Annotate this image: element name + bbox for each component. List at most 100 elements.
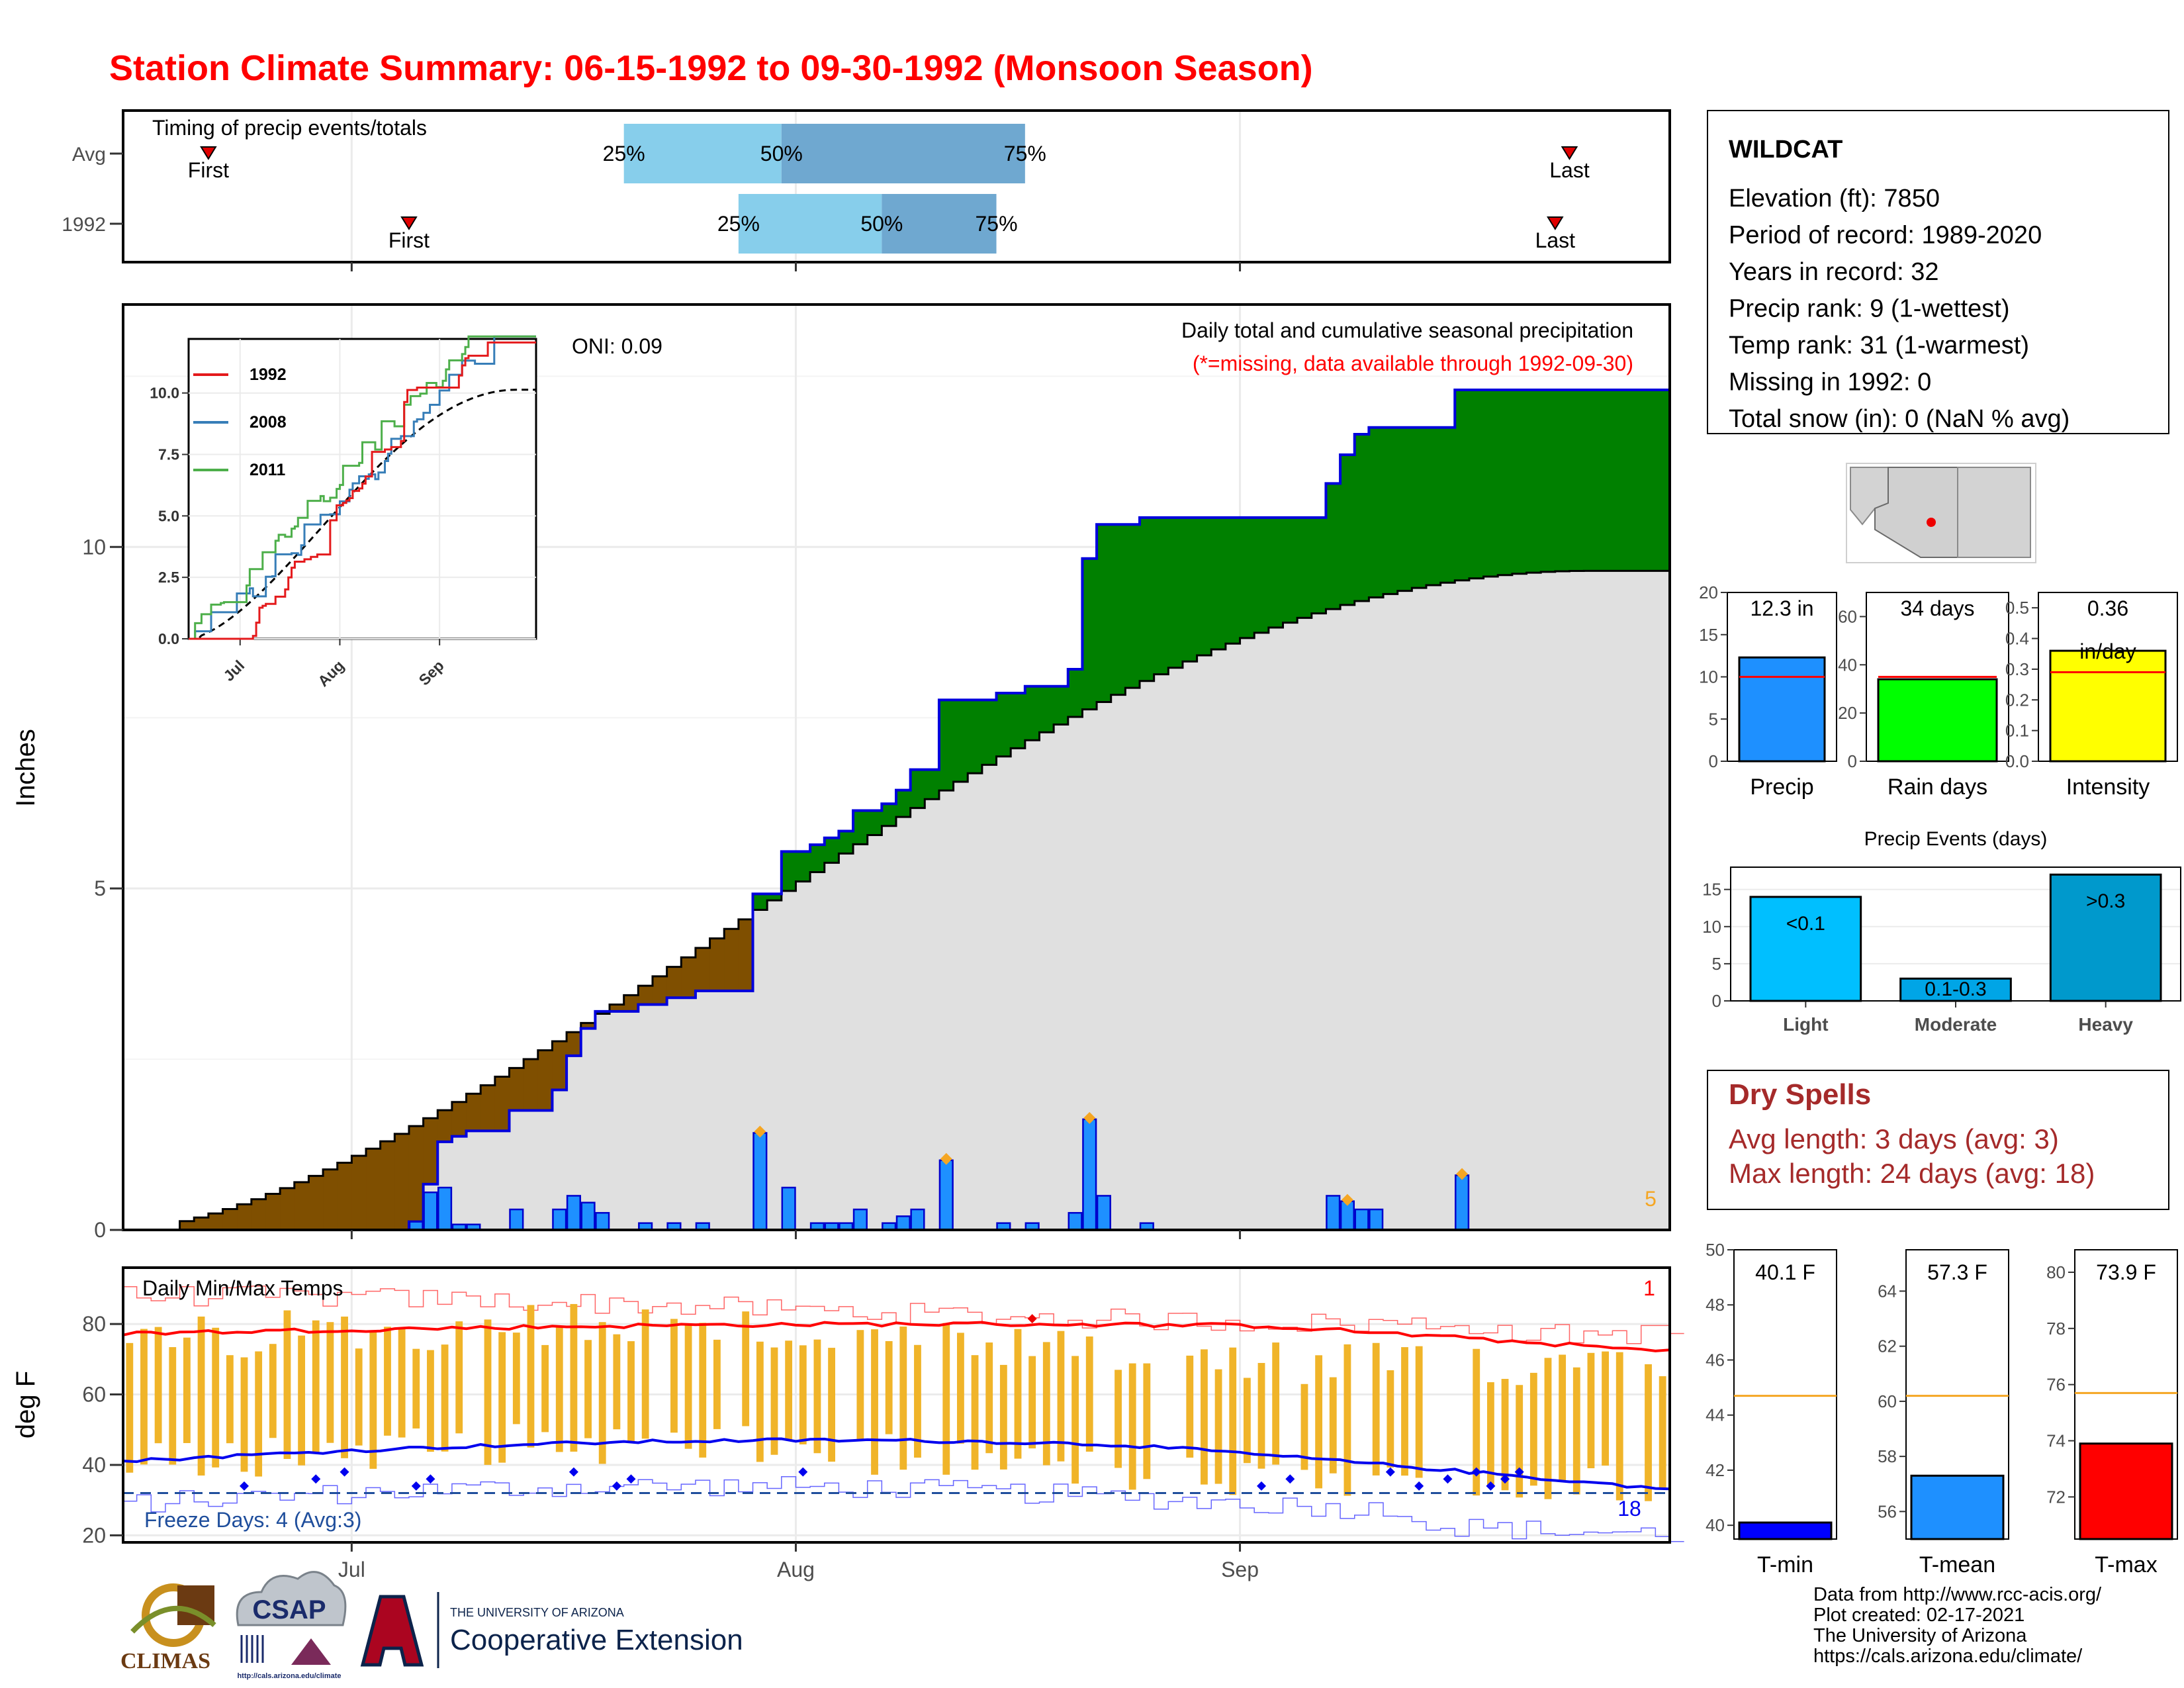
surplus-area (1397, 427, 1412, 591)
daily-temp-bar (799, 1345, 807, 1444)
daily-temp-bar (971, 1355, 979, 1470)
inset-y-tick: 5.0 (158, 507, 179, 524)
timing-row-label: Avg (72, 144, 106, 165)
temp-y-tick: 50 (1706, 1240, 1725, 1260)
surplus-area (1326, 483, 1341, 610)
daily-temp-bar (212, 1327, 220, 1468)
surplus-area (1512, 389, 1527, 574)
surplus-area (839, 831, 854, 854)
timing-bar-lower (738, 194, 882, 254)
daily-temp-bar (756, 1341, 764, 1462)
daily-precip-bar (1082, 1118, 1097, 1231)
station-info-line: Total snow (in): 0 (NaN % avg) (1729, 405, 2070, 433)
daily-precip-bar (552, 1208, 567, 1231)
timing-p75-label: 75% (976, 212, 1018, 236)
daily-temp-bar (326, 1322, 334, 1443)
deficit-area (580, 1023, 596, 1029)
events-bar-label: 0.1-0.3 (1925, 978, 1986, 1000)
oni-label: ONI: 0.09 (572, 334, 662, 358)
record-low-line (122, 1476, 1684, 1542)
record-low-marker (1443, 1474, 1453, 1484)
daily-temp-bar (770, 1347, 778, 1455)
surplus-area (767, 894, 782, 901)
y-tick-label: 0 (94, 1218, 106, 1242)
daily-temp-bar (512, 1333, 520, 1425)
mini-y-tick: 20 (1838, 703, 1857, 723)
daily-temp-bar (1544, 1358, 1552, 1499)
daily-temp-bar (455, 1321, 463, 1434)
station-info-line: Missing in 1992: 0 (1729, 369, 1931, 397)
daily-temp-bar (240, 1357, 248, 1472)
mini-y-tick: 20 (1699, 583, 1718, 602)
daily-temp-bar (484, 1319, 492, 1465)
daily-temp-bar (813, 1339, 821, 1454)
daily-temp-bar (713, 1339, 721, 1429)
deficit-area (265, 1194, 281, 1230)
daily-temp-bar (999, 1364, 1007, 1470)
daily-temp-bar (613, 1334, 621, 1430)
daily-precip-bar (1096, 1195, 1111, 1231)
daily-temp-bar (1602, 1351, 1609, 1466)
y-tick-label: 40 (82, 1453, 106, 1477)
average-cumulative-area (122, 571, 1670, 1230)
daily-temp-bar (498, 1332, 506, 1463)
credit-line: The University of Arizona (1813, 1625, 2027, 1646)
record-low-marker (1285, 1474, 1295, 1484)
temp-y-tick: 62 (1878, 1336, 1897, 1356)
events-category-label: Light (1783, 1014, 1828, 1035)
record-low-marker (1471, 1467, 1481, 1477)
temp-frame (1733, 1249, 1837, 1540)
temp-frame (122, 1266, 1671, 1544)
temp-value-label: 57.3 F (1927, 1260, 1987, 1284)
record-low-marker (612, 1481, 621, 1491)
ua-a-mark (360, 1595, 424, 1667)
station-info-line: Period of record: 1989-2020 (1729, 222, 2042, 250)
daily-temp-bar (584, 1340, 592, 1438)
surplus-area (1054, 686, 1069, 725)
daily-temp-bar (1057, 1331, 1065, 1462)
timing-last-marker (1561, 146, 1578, 160)
surplus-area (1612, 389, 1627, 571)
ua-big-text: Cooperative Extension (450, 1624, 743, 1656)
inset-y-tick: 0.0 (158, 630, 179, 647)
daily-temp-bar (1343, 1344, 1351, 1496)
daily-temp-bar (1473, 1348, 1480, 1496)
timing-row-label: 1992 (62, 214, 106, 236)
daily-precip-bar (566, 1195, 581, 1231)
daily-temp-bar (641, 1309, 649, 1439)
temp-chart-label: Daily Min/Max Temps (142, 1276, 343, 1300)
daily-temp-bar (1372, 1342, 1380, 1476)
record-high-count: 1 (1643, 1276, 1655, 1300)
daily-temp-bar (1587, 1352, 1595, 1469)
daily-temp-bar (197, 1316, 205, 1476)
daily-temp-bar (1115, 1370, 1122, 1468)
daily-temp-bar (871, 1329, 878, 1475)
daily-precip-bar (910, 1208, 925, 1231)
deficit-area (509, 1068, 524, 1111)
daily-temp-bar (255, 1351, 263, 1477)
dry-spells-box: Dry Spells Avg length: 3 days (avg: 3) Max… (1707, 1070, 2169, 1210)
surplus-area (896, 790, 911, 818)
daily-temp-bar (1201, 1349, 1208, 1485)
station-name: WILDCAT (1729, 136, 1843, 164)
csap-url: http://cals.arizona.edu/climate (237, 1672, 341, 1680)
record-low-marker (626, 1474, 636, 1484)
y-tick-label: 20 (82, 1523, 106, 1547)
daily-temp-bar (1659, 1376, 1666, 1490)
deficit-area (380, 1141, 395, 1230)
surplus-area (996, 693, 1011, 757)
normal-low-line (122, 1437, 1670, 1491)
record-low-marker (1514, 1467, 1524, 1477)
daily-temp-bar (1559, 1354, 1567, 1481)
deficit-area (294, 1182, 310, 1230)
daily-temp-bar (269, 1344, 277, 1438)
surplus-area (1455, 389, 1470, 581)
deficit-area (280, 1188, 295, 1230)
daily-temp-bar (957, 1333, 964, 1444)
surplus-area (1011, 693, 1026, 749)
surplus-area (1569, 389, 1584, 571)
deficit-area (652, 976, 668, 1005)
climas-arc (130, 1605, 216, 1634)
daily-temp-bar (856, 1330, 864, 1440)
